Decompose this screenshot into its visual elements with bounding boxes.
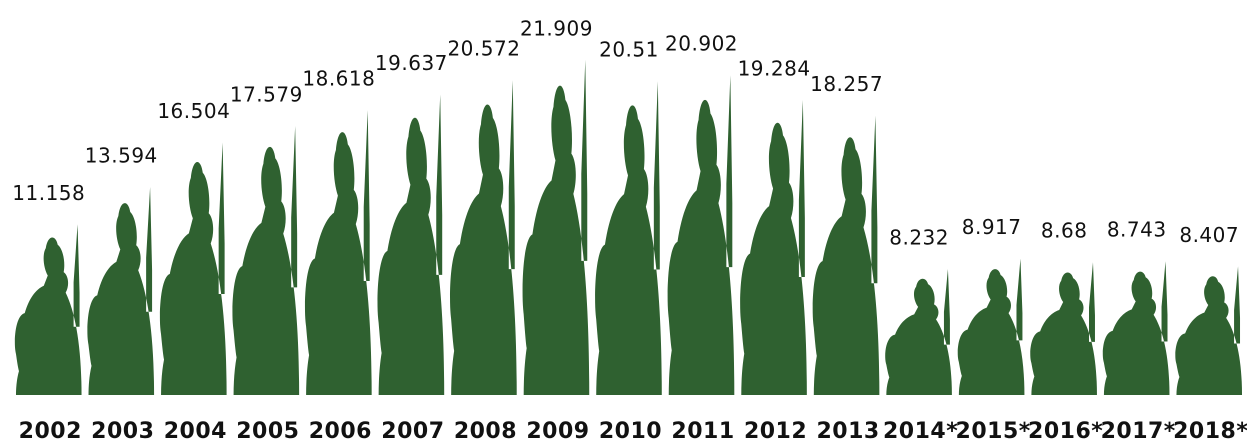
value-label: 8.407 — [1179, 223, 1239, 247]
pictogram-figure — [232, 126, 300, 395]
value-label: 18.618 — [302, 67, 375, 91]
x-tick-label: 2009 — [526, 419, 589, 444]
x-tick-label: 2017* — [1101, 419, 1176, 444]
value-label: 20.51 — [599, 38, 659, 62]
value-label: 8.743 — [1107, 218, 1167, 242]
value-label: 21.909 — [520, 16, 593, 40]
pictogram-figure — [377, 94, 445, 395]
value-label: 8.68 — [1041, 219, 1088, 243]
value-label: 8.917 — [962, 215, 1022, 239]
x-tick-label: 2008 — [454, 419, 517, 444]
x-tick-label: 2015* — [956, 419, 1031, 444]
value-label: 11.158 — [12, 181, 85, 205]
value-label: 19.637 — [375, 51, 448, 75]
x-tick-label: 2013 — [816, 419, 879, 444]
pictogram-figure — [740, 99, 807, 396]
pictogram-figure — [14, 224, 82, 395]
pictogram-figure — [1102, 261, 1170, 395]
x-tick-label: 2004 — [164, 419, 227, 444]
pictogram-figure — [885, 269, 952, 395]
x-tick-label: 2016* — [1028, 419, 1103, 444]
value-label: 8.232 — [889, 226, 949, 250]
pictogram-figure — [304, 110, 372, 395]
pictogram-figure — [450, 80, 517, 395]
pictogram-figure — [667, 75, 735, 396]
x-tick-label: 2007 — [381, 419, 444, 444]
value-label: 20.572 — [447, 37, 520, 61]
x-tick-label: 2011 — [671, 419, 734, 444]
x-tick-label: 2018* — [1173, 419, 1247, 444]
value-label: 13.594 — [85, 144, 158, 168]
pictogram-figure — [1030, 262, 1097, 395]
x-tick-label: 2014* — [883, 419, 958, 444]
x-tick-label: 2003 — [91, 419, 154, 444]
x-tick-label: 2006 — [309, 419, 372, 444]
pictogram-figure — [1175, 266, 1243, 395]
x-tick-label: 2005 — [236, 419, 299, 444]
value-label: 16.504 — [157, 99, 230, 123]
x-tick-label: 2002 — [19, 419, 82, 444]
pictogram-figure — [957, 258, 1025, 395]
value-label: 20.902 — [665, 32, 738, 56]
pictogram-figure — [159, 142, 227, 395]
pictogram-figure — [87, 187, 155, 395]
pictogram-figure — [522, 59, 590, 395]
value-label: 19.284 — [738, 56, 811, 80]
x-tick-label: 2010 — [599, 419, 662, 444]
pictogram-figure — [595, 81, 662, 395]
x-tick-label: 2012 — [744, 419, 807, 444]
value-label: 17.579 — [230, 83, 303, 107]
value-label: 18.257 — [810, 72, 883, 96]
pictogram-figure — [812, 115, 880, 396]
